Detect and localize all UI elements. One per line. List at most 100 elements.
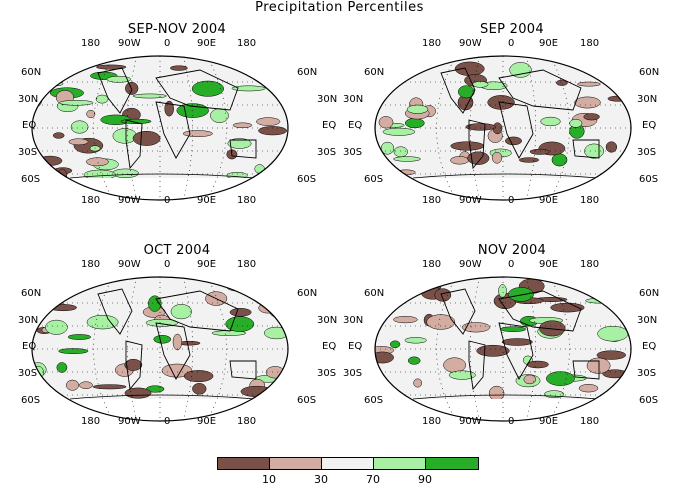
lat-label: 60S [21, 174, 41, 185]
colorbar-tick-label: 10 [262, 473, 276, 486]
lon-label: 90E [539, 259, 559, 270]
lon-label: 0 [508, 259, 515, 270]
precip-region [182, 130, 213, 137]
precip-region [52, 132, 65, 139]
precip-region [191, 80, 224, 97]
precip-region [539, 320, 566, 337]
lat-label: EQ [348, 120, 363, 131]
precip-region [86, 157, 109, 167]
lat-label: 60S [297, 395, 317, 406]
lon-label: 0 [164, 38, 171, 49]
lon-label: 90W [459, 38, 482, 49]
coastline [69, 173, 256, 179]
precip-region [153, 335, 172, 344]
precip-region [226, 171, 248, 180]
map-panel-sep-nov: SEP-NOV 2004 180 90W 0 90E 180 180 90W 0… [18, 22, 337, 237]
map-panel-nov: NOV 2004 180 90W 0 90E 180 180 90W 0 90E… [343, 243, 662, 458]
lat-label: 30N [18, 94, 39, 105]
lon-label: 180 [422, 38, 442, 49]
continent-outline [125, 340, 143, 391]
colorbar-segment [321, 457, 374, 470]
colorbar-tick-label: 30 [314, 473, 328, 486]
precip-region [550, 302, 585, 313]
precip-region [375, 351, 394, 364]
lat-label: 60N [364, 67, 385, 78]
lon-label: 180 [237, 416, 257, 427]
precip-region [404, 337, 427, 344]
precip-region [92, 384, 127, 390]
lat-label: 60S [297, 174, 317, 185]
precip-region [192, 383, 207, 395]
lat-label: 60N [297, 67, 318, 78]
precip-region [45, 319, 68, 335]
precip-region [450, 141, 485, 151]
map-ocean [375, 56, 631, 200]
precip-region [523, 374, 537, 385]
lon-label: 90E [539, 38, 559, 49]
precip-region [393, 146, 408, 158]
lon-label: 180 [422, 195, 442, 206]
lon-label: 90W [459, 195, 482, 206]
precip-region [266, 384, 288, 398]
precip-region [389, 284, 403, 295]
lat-label: 30N [317, 315, 338, 326]
precip-region [86, 109, 96, 119]
coastline [412, 173, 599, 179]
continent-outline [572, 360, 600, 380]
map-oct [31, 276, 289, 422]
lat-label: 30S [317, 147, 337, 158]
lon-label: 0 [164, 416, 171, 427]
precip-region [491, 151, 503, 164]
figure-title: Precipitation Percentiles [255, 0, 424, 15]
lon-label: 0 [164, 259, 171, 270]
precip-region [498, 284, 507, 298]
precip-region [501, 338, 533, 346]
precip-region [540, 116, 561, 127]
precip-region [413, 378, 423, 388]
lon-label: 180 [422, 416, 442, 427]
colorbar-segment [425, 457, 479, 470]
precip-region [505, 136, 522, 146]
precip-region [389, 340, 401, 349]
lon-label: 90E [197, 195, 217, 206]
lon-label: 180 [237, 195, 257, 206]
longitude-line [93, 277, 114, 421]
lat-label: EQ [642, 341, 657, 352]
precip-region [467, 151, 490, 165]
longitude-line [436, 277, 457, 421]
lon-label: 180 [81, 38, 101, 49]
precip-region [170, 65, 188, 71]
precip-region [268, 303, 288, 318]
precip-region [406, 104, 429, 114]
precip-region [164, 100, 174, 117]
precip-region [256, 117, 281, 126]
lon-label: 180 [580, 259, 600, 270]
continent-outline [97, 67, 133, 114]
lat-label: 60N [21, 67, 42, 78]
map-ocean [32, 277, 288, 421]
precip-region [70, 120, 89, 134]
colorbar-tick-label: 70 [366, 473, 380, 486]
lat-label: 30S [343, 368, 363, 379]
precip-region [551, 153, 568, 167]
precip-region [95, 94, 109, 104]
lon-label: 90E [197, 38, 217, 49]
lat-label: 60N [21, 288, 42, 299]
precip-region [500, 326, 527, 332]
continent-outline [498, 322, 534, 380]
continent-outline [572, 139, 600, 159]
map-border [31, 276, 289, 422]
precip-region [507, 287, 534, 302]
precip-region [254, 164, 265, 174]
precip-region [488, 385, 505, 401]
lat-label: 60N [297, 288, 318, 299]
precip-region [96, 64, 127, 70]
precip-region [574, 96, 601, 109]
precip-region [67, 334, 91, 340]
precip-region [227, 138, 252, 149]
lat-label: EQ [322, 120, 337, 131]
continent-outline [125, 119, 143, 170]
precip-region [68, 138, 89, 146]
lon-label: 90W [459, 416, 482, 427]
lon-label: 180 [580, 38, 600, 49]
